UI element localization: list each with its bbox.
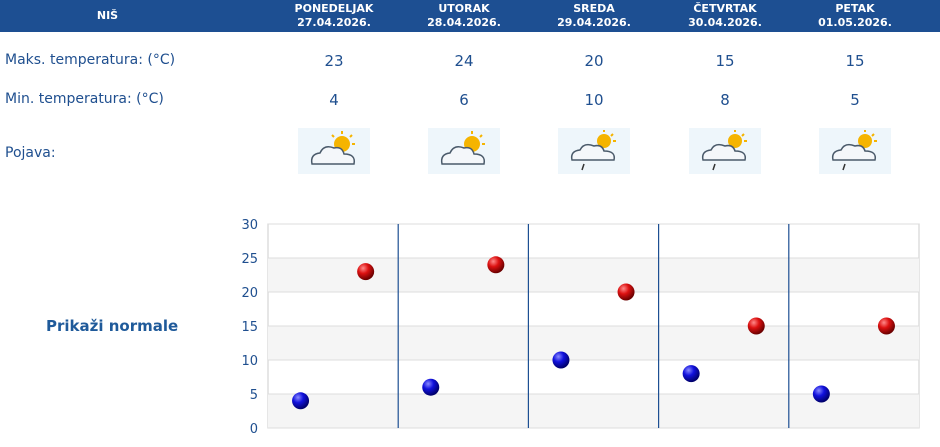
min-temp-value: 4	[329, 91, 339, 109]
y-tick-label: 5	[250, 388, 258, 403]
phenomenon-label: Pojava:	[5, 145, 56, 161]
grid-band	[268, 326, 919, 360]
max-temp-value: 15	[845, 52, 865, 70]
partly-cloudy-rain-icon	[558, 128, 630, 174]
city-name: NIŠ	[96, 9, 119, 22]
day-header-2: UTORAK 28.04.2026.	[414, 2, 514, 30]
day-header-3: SREDA 29.04.2026.	[544, 2, 644, 30]
max-temp-value: 20	[584, 52, 604, 70]
show-normals-link[interactable]: Prikaži normale	[46, 317, 179, 335]
day-header-1: PONEDELJAK 27.04.2026.	[284, 2, 384, 30]
y-tick-label: 15	[241, 320, 258, 335]
min-temp-value: 5	[850, 91, 860, 109]
grid-band	[268, 258, 919, 292]
y-tick-label: 0	[250, 422, 258, 437]
day-header-4: ČETVRTAK 30.04.2026.	[675, 2, 775, 30]
day-header-5: PETAK 01.05.2026.	[805, 2, 905, 30]
max-temp-point	[357, 263, 375, 281]
y-tick-label: 25	[241, 252, 258, 267]
partly-cloudy-icon	[298, 128, 370, 174]
max-temp-value: 23	[324, 52, 344, 70]
day-date: 29.04.2026.	[557, 16, 631, 29]
day-name: PETAK	[835, 2, 875, 15]
max-temp-value: 24	[454, 52, 474, 70]
day-name: SREDA	[573, 2, 615, 15]
min-temp-value: 10	[584, 91, 604, 109]
min-temp-point	[422, 378, 440, 396]
min-temp-point	[682, 365, 700, 383]
grid-band	[268, 394, 919, 428]
y-tick-label: 30	[241, 218, 258, 233]
max-temp-point	[747, 317, 765, 335]
day-date: 28.04.2026.	[427, 16, 501, 29]
min-temp-value: 6	[459, 91, 469, 109]
min-temp-point	[552, 351, 570, 369]
day-name: PONEDELJAK	[294, 2, 374, 15]
forecast-header: NIŠ PONEDELJAK 27.04.2026. UTORAK 28.04.…	[0, 0, 940, 32]
y-tick-label: 10	[241, 354, 258, 369]
day-date: 30.04.2026.	[688, 16, 762, 29]
min-temp-label: Min. temperatura: (°C)	[5, 91, 164, 107]
day-date: 01.05.2026.	[818, 16, 892, 29]
min-temp-point	[292, 392, 310, 410]
min-temp-value: 8	[720, 91, 730, 109]
partly-cloudy-icon	[428, 128, 500, 174]
day-name: UTORAK	[438, 2, 490, 15]
day-date: 27.04.2026.	[297, 16, 371, 29]
max-temp-value: 15	[715, 52, 735, 70]
y-tick-label: 20	[241, 286, 258, 301]
max-temp-label: Maks. temperatura: (°C)	[5, 52, 176, 68]
partly-cloudy-rain-icon	[819, 128, 891, 174]
temperature-chart: 0 5 10 15 20 25 30	[241, 218, 920, 437]
day-name: ČETVRTAK	[693, 2, 757, 15]
max-temp-point	[617, 283, 635, 301]
max-temp-point	[487, 256, 505, 274]
partly-cloudy-rain-icon	[689, 128, 761, 174]
min-temp-point	[812, 385, 830, 403]
max-temp-point	[877, 317, 895, 335]
